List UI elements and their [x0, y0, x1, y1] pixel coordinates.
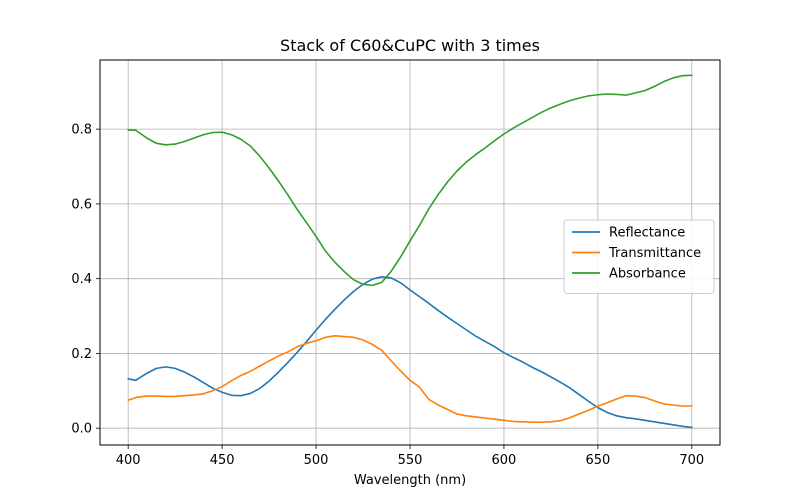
- x-tick-label: 500: [304, 453, 329, 468]
- series-lines: [127, 74, 693, 429]
- y-tick-label: 0.4: [71, 272, 92, 287]
- y-axis-ticks: 0.0 0.2 0.4 0.6 0.8: [71, 123, 100, 437]
- y-tick-label: 0.6: [71, 197, 92, 212]
- x-axis-ticks: 400 450 500 550 600 650 700: [116, 445, 704, 468]
- legend-entry-label: Transmittance: [608, 246, 701, 261]
- x-axis-label: Wavelength (nm): [354, 473, 466, 488]
- series-line-absorbance: [127, 74, 693, 287]
- series-line-transmittance: [127, 335, 693, 423]
- legend: Reflectance Transmittance Absorbance: [563, 219, 715, 294]
- x-tick-label: 600: [492, 453, 517, 468]
- legend-entry-label: Reflectance: [609, 226, 685, 241]
- x-tick-label: 450: [210, 453, 235, 468]
- y-tick-label: 0.0: [71, 422, 92, 437]
- x-tick-label: 400: [116, 453, 141, 468]
- chart-title: Stack of C60&CuPC with 3 times: [280, 36, 540, 55]
- x-tick-label: 650: [585, 453, 610, 468]
- x-tick-label: 700: [679, 453, 704, 468]
- legend-entry-label: Absorbance: [609, 267, 686, 282]
- y-tick-label: 0.8: [71, 123, 92, 138]
- y-tick-label: 0.2: [71, 347, 92, 362]
- x-tick-label: 550: [398, 453, 423, 468]
- series-line-reflectance: [127, 276, 693, 429]
- legend-box: [563, 219, 715, 294]
